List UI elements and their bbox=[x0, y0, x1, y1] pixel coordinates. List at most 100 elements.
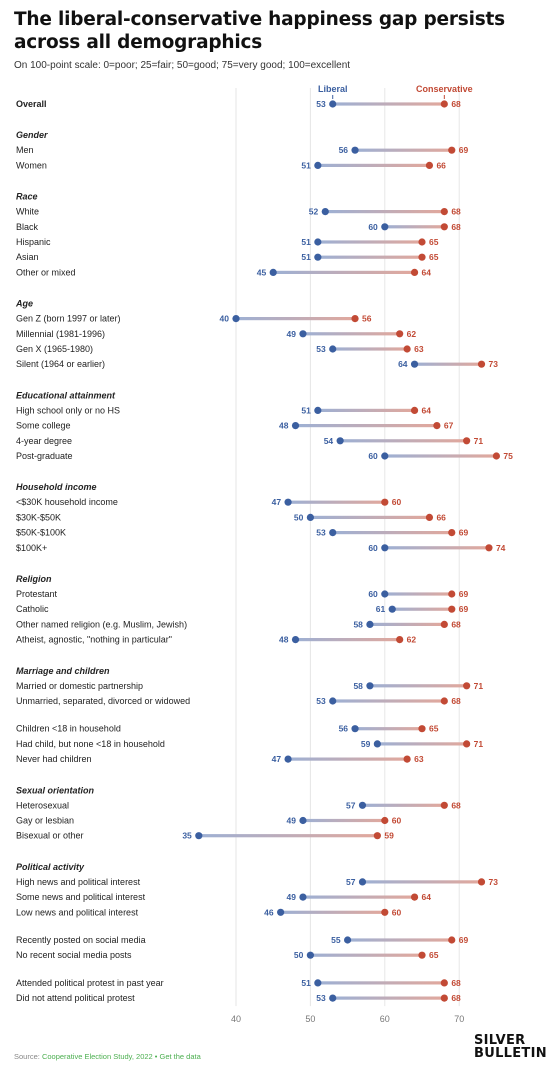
liberal-point bbox=[373, 740, 381, 748]
gap-bar bbox=[317, 163, 430, 167]
liberal-point bbox=[351, 725, 359, 733]
liberal-point bbox=[329, 100, 337, 108]
conservative-value-label: 68 bbox=[451, 99, 461, 109]
chart-row: Had child, but none <18 in household 59 71 bbox=[16, 739, 483, 749]
liberal-value-label: 54 bbox=[324, 436, 334, 446]
conservative-value-label: 69 bbox=[459, 604, 469, 614]
row-label: Millennial (1981-1996) bbox=[16, 329, 105, 339]
liberal-point bbox=[358, 878, 367, 886]
group-header: Race bbox=[16, 192, 38, 202]
liberal-point bbox=[388, 605, 396, 613]
get-data-link[interactable]: Get the data bbox=[159, 1052, 201, 1061]
gap-bar bbox=[280, 910, 385, 914]
liberal-value-label: 48 bbox=[279, 635, 289, 645]
liberal-point bbox=[351, 146, 359, 154]
liberal-value-label: 53 bbox=[316, 344, 326, 354]
conservative-value-label: 71 bbox=[474, 681, 484, 691]
gap-bar bbox=[332, 102, 445, 106]
liberal-point bbox=[366, 620, 374, 629]
source-link[interactable]: Cooperative Election Study, 2022 bbox=[41, 1052, 153, 1061]
row-label: Men bbox=[16, 145, 34, 155]
chart-row: Catholic 61 69 bbox=[16, 604, 468, 614]
liberal-point bbox=[329, 529, 337, 537]
conservative-value-label: 69 bbox=[459, 589, 469, 599]
conservative-point bbox=[351, 315, 359, 323]
conservative-point bbox=[410, 406, 419, 414]
gap-bar bbox=[288, 757, 408, 761]
gap-bar bbox=[302, 895, 415, 899]
liberal-value-label: 57 bbox=[346, 877, 356, 887]
row-label: Did not attend political protest bbox=[16, 993, 135, 1003]
conservative-value-label: 69 bbox=[459, 145, 469, 155]
conservative-point bbox=[440, 801, 448, 809]
conservative-value-label: 73 bbox=[489, 359, 499, 369]
liberal-point bbox=[381, 544, 389, 552]
conservative-value-label: 68 bbox=[451, 696, 461, 706]
liberal-point bbox=[321, 208, 329, 216]
conservative-value-label: 64 bbox=[422, 267, 432, 277]
row-label: Attended political protest in past year bbox=[16, 978, 164, 988]
conservative-value-label: 65 bbox=[429, 724, 439, 734]
legend-conservative: Conservative bbox=[416, 84, 473, 94]
gap-bar bbox=[369, 622, 445, 626]
liberal-point bbox=[306, 513, 314, 522]
chart-row: Women 51 66 bbox=[16, 160, 446, 170]
source-separator: • bbox=[152, 1052, 160, 1061]
liberal-value-label: 40 bbox=[220, 314, 230, 324]
conservative-point bbox=[463, 437, 471, 445]
conservative-value-label: 60 bbox=[392, 497, 402, 507]
liberal-value-label: 49 bbox=[286, 892, 296, 902]
conservative-value-label: 66 bbox=[436, 512, 446, 522]
chart-row: <$30K household income 47 60 bbox=[16, 497, 402, 507]
gap-bar bbox=[236, 317, 356, 321]
gap-bar bbox=[288, 500, 385, 504]
row-label: Never had children bbox=[16, 754, 92, 764]
liberal-value-label: 47 bbox=[272, 754, 282, 764]
liberal-point bbox=[410, 360, 419, 368]
conservative-point bbox=[381, 816, 389, 825]
row-label: Black bbox=[16, 222, 39, 232]
liberal-value-label: 53 bbox=[316, 99, 326, 109]
row-label: White bbox=[16, 207, 39, 217]
chart-row: Some college 48 67 bbox=[16, 421, 454, 431]
gap-bar bbox=[384, 546, 489, 550]
conservative-value-label: 71 bbox=[474, 739, 484, 749]
conservative-point bbox=[463, 682, 471, 690]
liberal-value-label: 60 bbox=[368, 589, 378, 599]
conservative-value-label: 65 bbox=[429, 252, 439, 262]
conservative-point bbox=[418, 725, 426, 733]
conservative-value-label: 62 bbox=[407, 329, 417, 339]
liberal-point bbox=[299, 330, 307, 338]
liberal-value-label: 47 bbox=[272, 497, 282, 507]
liberal-point bbox=[381, 223, 389, 231]
conservative-point bbox=[440, 223, 448, 231]
row-label: Had child, but none <18 in household bbox=[16, 739, 165, 749]
liberal-point bbox=[299, 816, 307, 825]
gap-bar bbox=[317, 240, 422, 244]
row-label: Hispanic bbox=[16, 237, 51, 247]
liberal-value-label: 59 bbox=[361, 739, 371, 749]
row-label: Protestant bbox=[16, 589, 58, 599]
chart-row: Children <18 in household 56 65 bbox=[16, 724, 439, 734]
x-axis-ticks: 40 50 60 70 bbox=[231, 1014, 464, 1024]
chart-row: $30K-$50K 50 66 bbox=[16, 512, 446, 522]
chart-subtitle: On 100-point scale: 0=poor; 25=fair; 50=… bbox=[14, 60, 351, 71]
conservative-point bbox=[492, 452, 500, 460]
chart-row: Overall 53 68 bbox=[16, 99, 461, 109]
chart-row: Gen X (1965-1980) 53 63 bbox=[16, 344, 424, 354]
liberal-value-label: 50 bbox=[294, 950, 304, 960]
gap-bar bbox=[317, 408, 415, 412]
liberal-value-label: 64 bbox=[398, 359, 408, 369]
conservative-point bbox=[448, 146, 456, 154]
liberal-point bbox=[381, 590, 389, 598]
gap-bar bbox=[369, 684, 467, 688]
liberal-value-label: 49 bbox=[286, 329, 296, 339]
conservative-point bbox=[440, 620, 448, 629]
legend: Liberal Conservative bbox=[318, 84, 473, 99]
conservative-point bbox=[396, 636, 404, 644]
chart-row: Other named religion (e.g. Muslim, Jewis… bbox=[16, 619, 461, 629]
conservative-value-label: 67 bbox=[444, 421, 454, 431]
liberal-value-label: 60 bbox=[368, 222, 378, 232]
chart-row: Gen Z (born 1997 or later) 40 56 bbox=[16, 314, 372, 324]
gap-bar bbox=[332, 996, 445, 1000]
